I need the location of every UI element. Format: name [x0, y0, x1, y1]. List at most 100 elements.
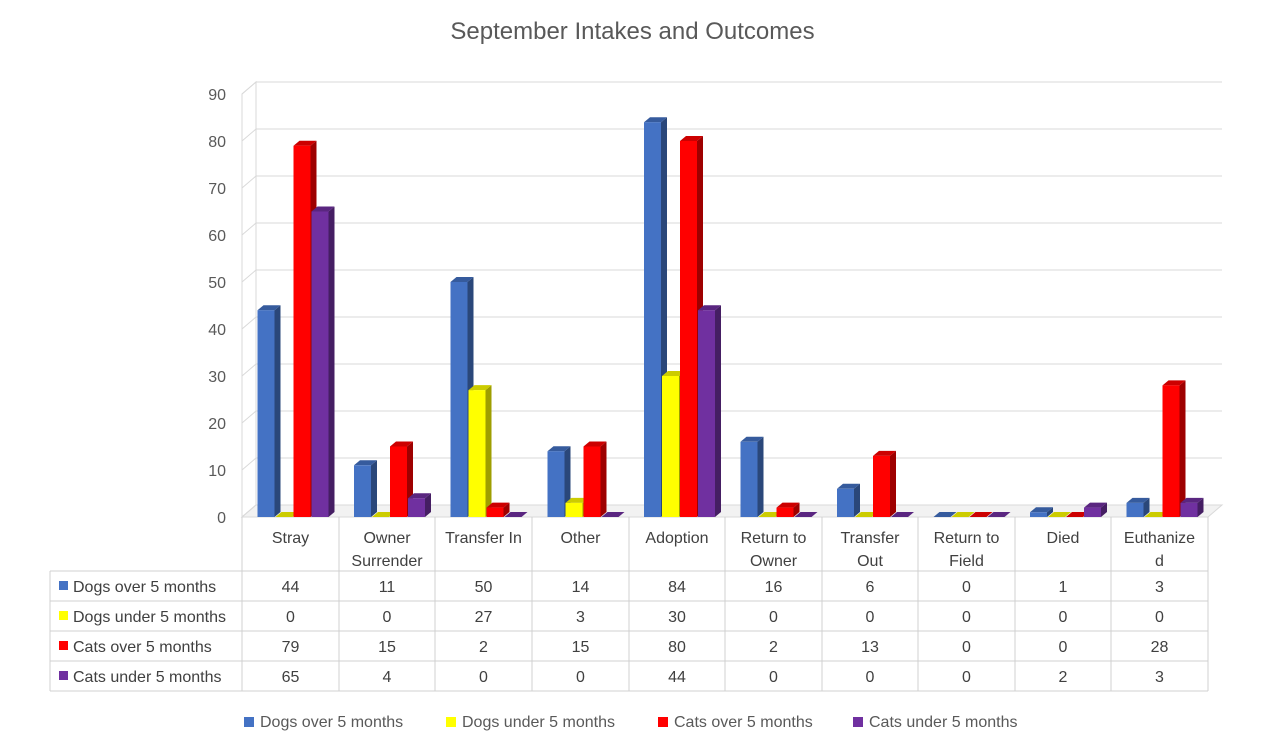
chart-title: September Intakes and Outcomes [450, 18, 815, 45]
bar [740, 436, 764, 517]
table-cell: 44 [668, 669, 686, 686]
table-cell: 28 [1151, 639, 1169, 656]
table-cell: 84 [668, 579, 686, 596]
table-cell: 0 [1059, 609, 1068, 626]
bar [698, 305, 721, 517]
x-tick-label: Died [1047, 530, 1080, 547]
table-cell: 0 [866, 609, 875, 626]
chart-side-wall [241, 80, 257, 519]
y-tick-label: 90 [208, 87, 226, 104]
x-tick-label: Out [857, 553, 883, 570]
table-cell: 14 [572, 579, 590, 596]
bar [311, 206, 335, 517]
bar [583, 441, 607, 517]
table-cell: 79 [282, 639, 300, 656]
bar [1180, 497, 1204, 517]
table-cell: 15 [572, 639, 590, 656]
bar [354, 460, 377, 517]
x-tick-label: Owner [363, 530, 411, 547]
bar [547, 446, 571, 517]
gridline-depth [241, 175, 257, 189]
x-tick-label: Adoption [645, 530, 708, 547]
table-cell: 50 [475, 579, 493, 596]
table-cell: 0 [576, 669, 585, 686]
table-cell: 0 [962, 639, 971, 656]
table-cell: 27 [475, 609, 493, 626]
bar [987, 512, 1011, 517]
x-tick-label: Owner [750, 553, 798, 570]
table-cell: 0 [479, 669, 488, 686]
table-cell: 1 [1059, 579, 1068, 596]
x-tick-label: Other [560, 530, 601, 547]
table-cell: 0 [769, 669, 778, 686]
bar [1066, 512, 1089, 517]
y-tick-label: 60 [208, 228, 226, 245]
legend-key [59, 581, 68, 590]
bar [601, 512, 625, 517]
y-tick-label: 70 [208, 181, 226, 198]
table-cell: 16 [765, 579, 783, 596]
y-tick-label: 40 [208, 322, 226, 339]
y-tick-label: 10 [208, 463, 226, 480]
table-row-header: Dogs under 5 months [73, 609, 226, 626]
bar [758, 512, 782, 517]
legend-label: Dogs under 5 months [462, 714, 615, 731]
table-row-header: Cats over 5 months [73, 639, 212, 656]
legend-label: Cats under 5 months [869, 714, 1018, 731]
x-tick-label: Surrender [351, 553, 423, 570]
gridline-depth [241, 81, 257, 95]
table-cell: 3 [1155, 669, 1164, 686]
y-tick-label: 0 [217, 510, 226, 527]
x-tick-label: Stray [272, 530, 309, 547]
table-cell: 4 [383, 669, 392, 686]
bar [504, 512, 528, 517]
bar [372, 512, 395, 517]
x-tick-label: Return to [741, 530, 807, 547]
bar [275, 512, 299, 517]
gridline-depth [241, 410, 257, 424]
x-tick-label: d [1155, 553, 1164, 570]
table-cell: 2 [769, 639, 778, 656]
bar [1048, 512, 1071, 517]
x-tick-label: Field [949, 553, 984, 570]
table-cell: 3 [576, 609, 585, 626]
bar [933, 512, 957, 517]
bar [837, 483, 860, 517]
y-tick-label: 20 [208, 416, 226, 433]
legend-swatch [244, 717, 254, 727]
legend-label: Cats over 5 months [674, 714, 813, 731]
gridline-depth [241, 504, 257, 518]
x-tick-label: Return to [934, 530, 1000, 547]
gridline-depth [241, 457, 257, 471]
gridline-depth [241, 222, 257, 236]
bar [408, 493, 431, 517]
legend-swatch [658, 717, 668, 727]
bar [969, 512, 993, 517]
y-tick-label: 80 [208, 134, 226, 151]
table-cell: 3 [1155, 579, 1164, 596]
table-cell: 6 [866, 579, 875, 596]
table-cell: 2 [479, 639, 488, 656]
x-tick-label: Transfer In [445, 530, 522, 547]
legend-swatch [446, 717, 456, 727]
bar [257, 305, 281, 517]
table-row-header: Cats under 5 months [73, 669, 222, 686]
table-cell: 15 [378, 639, 396, 656]
y-tick-label: 30 [208, 369, 226, 386]
bar [776, 502, 800, 517]
gridline-depth [241, 269, 257, 283]
table-cell: 0 [866, 669, 875, 686]
table-cell: 2 [1059, 669, 1068, 686]
bar [873, 450, 896, 517]
table-cell: 0 [1155, 609, 1164, 626]
table-cell: 65 [282, 669, 300, 686]
legend-key [59, 641, 68, 650]
x-tick-label: Transfer [841, 530, 901, 547]
table-cell: 80 [668, 639, 686, 656]
table-cell: 0 [962, 669, 971, 686]
table-cell: 44 [282, 579, 300, 596]
bar [891, 512, 914, 517]
bar [1162, 380, 1186, 517]
table-cell: 30 [668, 609, 686, 626]
gridline-depth [241, 316, 257, 330]
